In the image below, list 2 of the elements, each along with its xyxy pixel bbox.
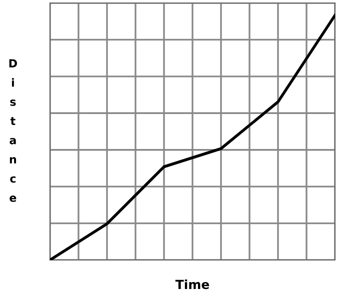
y-axis-title: Distance: [9, 59, 17, 202]
x-axis-title: Time: [175, 279, 210, 290]
